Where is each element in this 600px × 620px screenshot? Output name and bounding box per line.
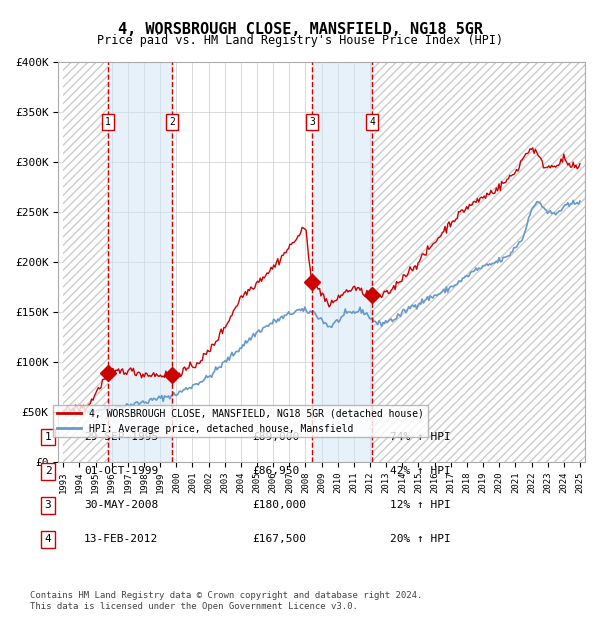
Text: 1: 1 [44, 432, 52, 442]
Bar [312, 63, 372, 462]
Text: 30-MAY-2008: 30-MAY-2008 [84, 500, 158, 510]
Text: 29-SEP-1995: 29-SEP-1995 [84, 432, 158, 442]
Line: HPI: Average price, detached house, Mansfield: HPI: Average price, detached house, Mans… [64, 200, 580, 414]
Text: 74% ↑ HPI: 74% ↑ HPI [390, 432, 451, 442]
Text: Contains HM Land Registry data © Crown copyright and database right 2024.
This d: Contains HM Land Registry data © Crown c… [30, 591, 422, 611]
HPI: Average price, detached house, Mansfield: (1.99e+03, 4.86e+04): Average price, detached house, Mansfield… [79, 410, 86, 417]
Text: 1: 1 [105, 117, 110, 127]
4, WORSBROUGH CLOSE, MANSFIELD, NG18 5GR (detached house) [577, 160, 584, 167]
HPI: Average price, detached house, Mansfield: (2.02e+03, 2.07e+05): Average price, detached house, Mansfield… [506, 252, 514, 259]
Text: 2: 2 [44, 466, 52, 476]
Bar [372, 63, 588, 462]
4, WORSBROUGH CLOSE, MANSFIELD, NG18 5GR (detached house) [94, 386, 101, 394]
HPI: Average price, detached house, Mansfield: (2.02e+03, 2.62e+05): Average price, detached house, Mansfield… [569, 197, 577, 204]
HPI: Average price, detached house, Mansfield: (2e+03, 5.06e+04): Average price, detached house, Mansfield… [95, 408, 102, 415]
Bar [64, 63, 108, 462]
Text: 01-OCT-1999: 01-OCT-1999 [84, 466, 158, 476]
Bar [108, 63, 172, 462]
Text: 2: 2 [169, 117, 175, 127]
Text: 3: 3 [44, 500, 52, 510]
Text: 4: 4 [369, 117, 375, 127]
4, WORSBROUGH CLOSE, MANSFIELD, NG18 5GR (detached house) [325, 303, 332, 311]
Text: 13-FEB-2012: 13-FEB-2012 [84, 534, 158, 544]
Text: £86,950: £86,950 [252, 466, 299, 476]
Text: 20% ↑ HPI: 20% ↑ HPI [390, 534, 451, 544]
HPI: Average price, detached house, Mansfield: (1.99e+03, 5.07e+04): Average price, detached house, Mansfield… [60, 408, 67, 415]
Text: 4, WORSBROUGH CLOSE, MANSFIELD, NG18 5GR: 4, WORSBROUGH CLOSE, MANSFIELD, NG18 5GR [118, 22, 482, 37]
HPI: Average price, detached house, Mansfield: (2.02e+03, 2.61e+05): Average price, detached house, Mansfield… [577, 197, 584, 205]
4, WORSBROUGH CLOSE, MANSFIELD, NG18 5GR (detached house) [529, 144, 536, 151]
4, WORSBROUGH CLOSE, MANSFIELD, NG18 5GR (detached house) [574, 165, 581, 172]
HPI: Average price, detached house, Mansfield: (2.02e+03, 2.58e+05): Average price, detached house, Mansfield… [575, 200, 582, 208]
Text: 3: 3 [309, 117, 315, 127]
Line: 4, WORSBROUGH CLOSE, MANSFIELD, NG18 5GR (detached house): 4, WORSBROUGH CLOSE, MANSFIELD, NG18 5GR… [64, 148, 580, 412]
Text: £167,500: £167,500 [252, 534, 306, 544]
Text: £89,000: £89,000 [252, 432, 299, 442]
Text: 4: 4 [44, 534, 52, 544]
Bar [64, 63, 108, 462]
4, WORSBROUGH CLOSE, MANSFIELD, NG18 5GR (detached house) [505, 175, 512, 182]
Text: 12% ↑ HPI: 12% ↑ HPI [390, 500, 451, 510]
HPI: Average price, detached house, Mansfield: (2.01e+03, 1.36e+05): Average price, detached house, Mansfield… [327, 323, 334, 330]
Legend: 4, WORSBROUGH CLOSE, MANSFIELD, NG18 5GR (detached house), HPI: Average price, d: 4, WORSBROUGH CLOSE, MANSFIELD, NG18 5GR… [53, 405, 428, 437]
Bar [372, 63, 588, 462]
4, WORSBROUGH CLOSE, MANSFIELD, NG18 5GR (detached house) [428, 242, 435, 250]
HPI: Average price, detached house, Mansfield: (1.99e+03, 4.82e+04): Average price, detached house, Mansfield… [77, 410, 85, 418]
Text: 42% ↑ HPI: 42% ↑ HPI [390, 466, 451, 476]
4, WORSBROUGH CLOSE, MANSFIELD, NG18 5GR (detached house) [77, 402, 85, 409]
Text: Price paid vs. HM Land Registry's House Price Index (HPI): Price paid vs. HM Land Registry's House … [97, 34, 503, 47]
Text: £180,000: £180,000 [252, 500, 306, 510]
4, WORSBROUGH CLOSE, MANSFIELD, NG18 5GR (detached house) [60, 408, 67, 415]
HPI: Average price, detached house, Mansfield: (2.02e+03, 1.64e+05): Average price, detached house, Mansfield… [430, 294, 437, 302]
